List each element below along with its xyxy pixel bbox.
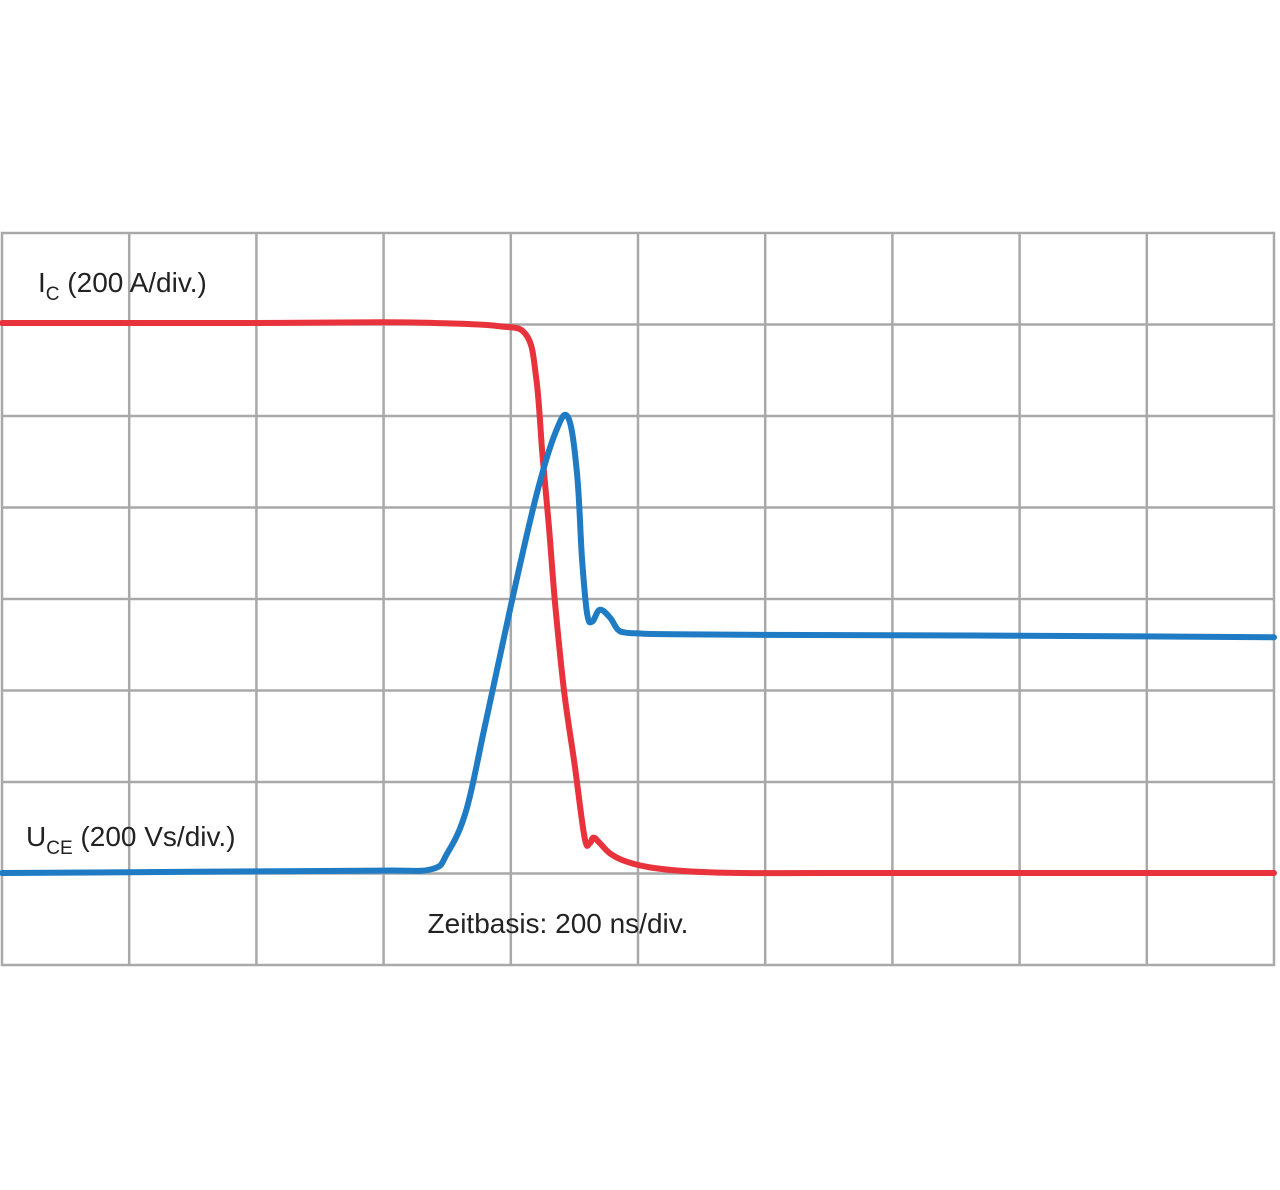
series-label-uce: UCE (200 Vs/div.) <box>26 821 236 859</box>
trace-collector-current <box>0 319 1277 877</box>
trace-collector-emitter-voltage <box>0 411 1277 876</box>
series-label-ic: IC (200 A/div.) <box>38 267 207 305</box>
plot-frame <box>0 231 1276 967</box>
grid <box>0 231 1276 967</box>
x-axis-label: Zeitbasis: 200 ns/div. <box>428 908 689 939</box>
traces <box>0 319 1277 877</box>
